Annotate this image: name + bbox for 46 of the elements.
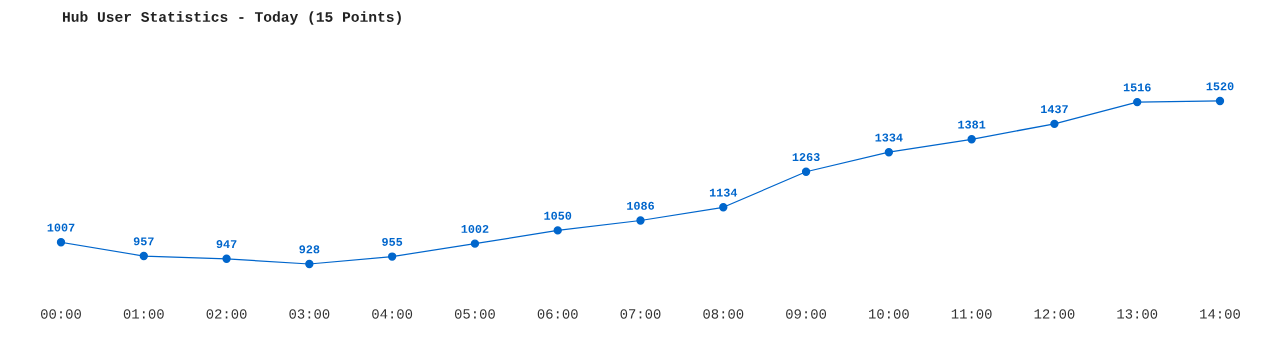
data-label: 1520: [1206, 82, 1234, 91]
point: [1133, 97, 1142, 107]
point: [884, 148, 894, 157]
data-label: 1002: [461, 224, 489, 233]
data-label: 1007: [47, 223, 75, 232]
x-tick-label: 05:00: [454, 309, 495, 319]
point: [139, 251, 148, 261]
data-label: 1134: [709, 188, 738, 197]
point: [801, 167, 811, 176]
data-label: 955: [382, 237, 403, 246]
data-label: 1516: [1123, 83, 1151, 92]
data-label: 1050: [544, 211, 572, 220]
x-tick-label: 11:00: [951, 309, 992, 319]
data-label: 947: [216, 240, 237, 249]
x-tick-label: 08:00: [703, 309, 744, 319]
point: [222, 254, 231, 263]
data-label: 1437: [1041, 105, 1068, 114]
x-tick-label: 13:00: [1117, 309, 1158, 319]
data-label: 957: [133, 237, 154, 246]
point: [553, 226, 562, 235]
chart-title: Hub User Statistics - Today (15 Points): [62, 11, 401, 25]
x-tick-label: 04:00: [372, 309, 413, 319]
x-tick-label: 12:00: [1034, 309, 1075, 319]
x-tick-label: 07:00: [620, 309, 661, 319]
data-label: 1334: [875, 133, 903, 142]
point: [719, 203, 728, 212]
point: [967, 135, 976, 144]
point: [305, 259, 314, 269]
point: [56, 238, 66, 247]
point: [470, 239, 480, 248]
x-tick-label: 09:00: [786, 309, 827, 319]
data-label: 1263: [792, 153, 820, 162]
point: [387, 252, 397, 261]
data-label: 1086: [627, 201, 655, 210]
data-label: 928: [299, 245, 320, 254]
point: [1215, 96, 1225, 106]
data-label: 1381: [958, 120, 986, 129]
x-tick-label: 06:00: [537, 309, 578, 319]
x-tick-label: 10:00: [869, 309, 909, 319]
x-tick-label: 01:00: [123, 309, 164, 319]
x-tick-label: 14:00: [1200, 309, 1240, 319]
point: [1050, 119, 1059, 129]
x-tick-label: 00:00: [41, 309, 81, 319]
x-tick-label: 03:00: [289, 309, 330, 319]
x-tick-label: 02:00: [206, 309, 247, 319]
point: [636, 216, 645, 225]
